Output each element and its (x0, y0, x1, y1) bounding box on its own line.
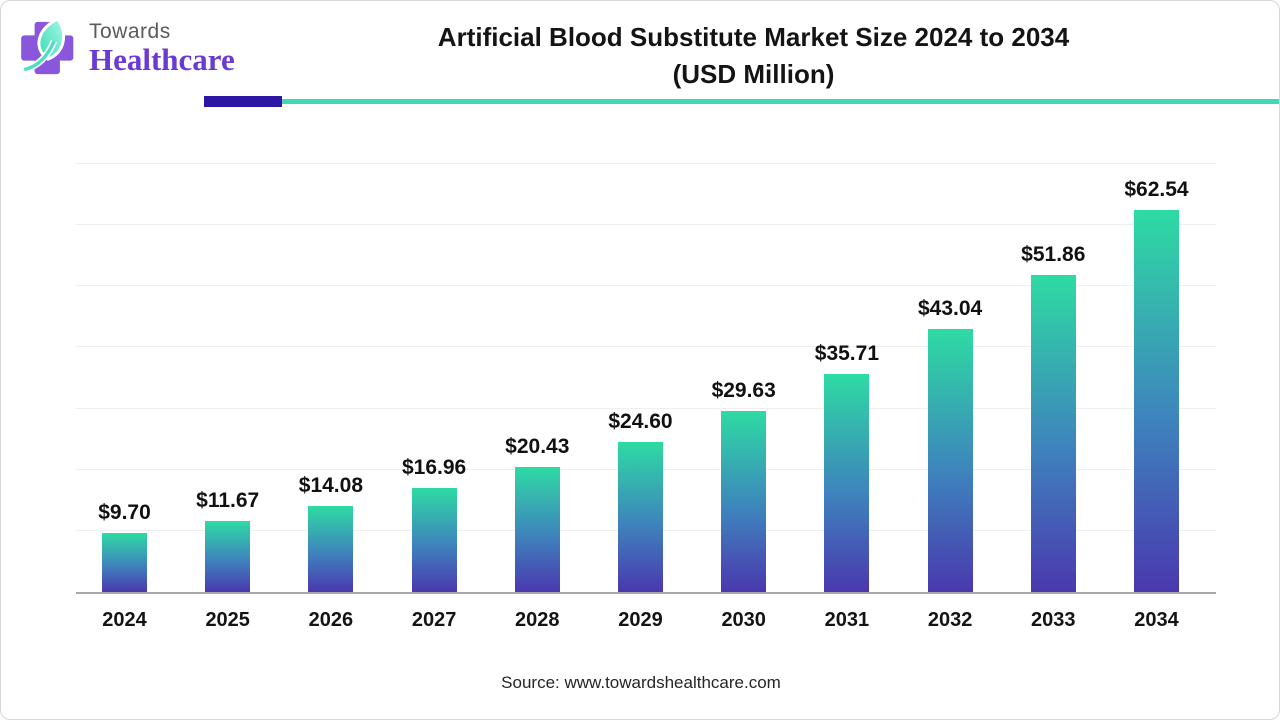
bar-2028 (514, 467, 560, 592)
gridline-60 (76, 224, 1216, 226)
bar-2033 (1030, 274, 1076, 592)
x-axis-label-2032: 2032 (927, 609, 973, 631)
bar-2026 (308, 505, 354, 592)
x-axis-label-2027: 2027 (411, 609, 457, 631)
bar-value-2025: $11.67 (196, 488, 260, 512)
gridline-50 (76, 285, 1216, 287)
brand-towards: Towards (89, 20, 171, 43)
bar-value-2024: $9.70 (98, 500, 151, 524)
source-text: Source: www.towardshealthcare.com (501, 673, 781, 692)
bar-value-2030: $29.63 (711, 378, 776, 402)
x-axis-label-2030: 2030 (721, 609, 766, 631)
x-axis-label-2033: 2033 (1031, 609, 1076, 631)
bar-2025 (205, 520, 251, 592)
bar-value-2031: $35.71 (814, 341, 879, 365)
bar-value-2033: $51.86 (1021, 242, 1086, 266)
bar-2034 (1134, 209, 1179, 592)
bar-2030 (721, 410, 767, 592)
brand-healthcare: Healthcare (89, 42, 235, 77)
x-axis-label-2031: 2031 (824, 609, 870, 631)
bar-value-2029: $24.60 (608, 409, 673, 433)
bar-value-2028: $20.43 (505, 435, 570, 459)
chart-title: Artificial Blood Substitute Market Size … (331, 19, 1176, 93)
x-axis-label-2024: 2024 (102, 609, 147, 631)
x-axis-label-2028: 2028 (515, 609, 560, 631)
bar-value-2027: $16.96 (401, 456, 467, 480)
bar-2032 (927, 328, 973, 592)
towards-healthcare-logo-icon (21, 17, 74, 75)
brand-logo: Towards Healthcare (15, 13, 235, 83)
bar-value-2034: $62.54 (1124, 177, 1189, 201)
gridline-70 (76, 163, 1216, 164)
header-rule-teal (282, 99, 1279, 104)
gridline-30 (76, 407, 1216, 409)
header-rule (1, 94, 1279, 110)
x-axis-label-2029: 2029 (618, 609, 663, 631)
header-rule-purple (204, 96, 282, 107)
bar-2031 (824, 373, 870, 592)
x-axis-label-2025: 2025 (205, 609, 250, 631)
bar-2024 (102, 532, 147, 592)
chart-title-line2: (USD Million) (672, 59, 835, 89)
x-axis-label-2026: 2026 (308, 609, 354, 631)
bar-2027 (411, 488, 457, 592)
bar-chart-plot: $9.70 2024 $11.67 2025 $14.08 2026 $16.96 2027 $… (76, 151, 1216, 631)
bar-value-2026: $14.08 (298, 473, 363, 497)
gridline-40 (76, 346, 1216, 348)
x-axis-label-2034: 2034 (1134, 609, 1179, 631)
bar-value-2032: $43.04 (917, 296, 983, 320)
chart-title-line1: Artificial Blood Substitute Market Size … (437, 22, 1070, 52)
bar-2029 (618, 441, 663, 592)
